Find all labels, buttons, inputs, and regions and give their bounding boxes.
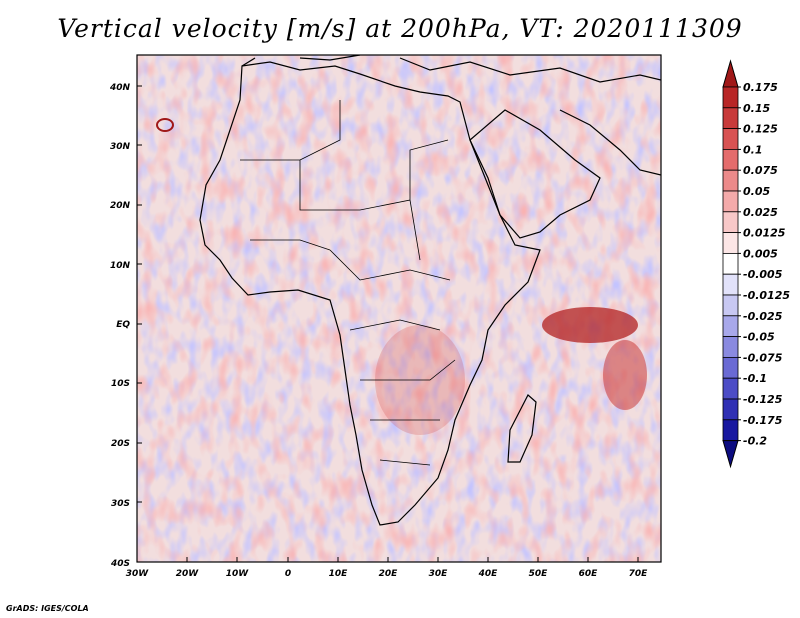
lon-label: 50E [529,569,549,579]
lon-label: 10W [226,569,250,579]
lon-label: 40E [478,569,499,579]
lon-label: 60E [579,569,599,579]
lon-label: 20W [176,569,200,579]
updraft-arc [603,340,647,410]
colorbar-label: -0.2 [743,435,767,448]
updraft-cluster [542,307,638,343]
colorbar-label: 0.005 [743,247,778,260]
colorbar-label: -0.1 [743,372,767,385]
colorbar-label: -0.05 [743,331,775,344]
colorbar-label: 0.175 [743,81,778,94]
lat-label: 10N [110,261,131,271]
lon-label: 10E [329,569,349,579]
colorbar-label: -0.175 [743,414,783,427]
lon-label: 30W [126,569,150,579]
colorbar-label: 0.05 [743,185,770,198]
map-frame [136,54,662,563]
lon-axis: 30W 20W 10W 0 10E 20E 30E 40E 50E 60E 70… [126,557,648,579]
lat-label: 10S [111,379,130,389]
colorbar-label: -0.075 [743,351,783,364]
colorbar-label: 0.025 [743,206,778,219]
colorbar-label: -0.005 [743,268,783,281]
lat-label: 20S [111,439,130,449]
colorbar-swatch [722,377,739,400]
lat-label: EQ [116,320,130,330]
colorbar-swatch [722,86,739,109]
colorbar-label: 0.1 [743,143,763,156]
colorbar-swatch [722,356,739,379]
colorbar-label: 0.0125 [743,227,786,240]
lon-label: 0 [285,569,291,579]
colorbar-swatch [722,148,739,171]
colorbar-label: 0.15 [743,102,770,115]
colorbar-swatch [722,294,739,317]
colorbar-swatch [722,315,739,337]
lat-label: 40N [109,83,131,93]
colorbar-swatch [722,169,739,192]
colorbar-bottom-arrow [722,440,739,469]
colorbar-swatch [722,273,739,296]
colorbar-label: -0.125 [743,393,783,406]
velocity-field [137,55,661,562]
colorbar-label: -0.025 [743,310,783,323]
lon-label: 70E [629,569,649,579]
colorbar-swatch [722,107,739,130]
colorbar-swatch [722,252,739,275]
lat-label: 20N [110,201,131,211]
colorbar-swatch [722,336,739,358]
colorbar-label: 0.125 [743,123,778,136]
lat-label: 30N [110,142,131,152]
map-title: Vertical velocity [m/s] at 200hPa, VT: 2… [57,14,743,43]
colorbar-top-arrow [722,59,739,88]
lat-axis: 40N 30N 20N 10N EQ 10S 20S 30S 40S [109,83,142,569]
lat-label: 30S [111,499,130,509]
lon-label: 30E [429,569,449,579]
colorbar-swatch [722,232,739,254]
colorbar-swatch [722,128,739,150]
footer-credit: GrADS: IGES/COLA [6,604,89,613]
colorbar-swatch [722,419,739,441]
colorbar: 0.175 0.15 0.125 0.1 0.075 0.05 0.025 0.0125 0.0… [722,59,790,469]
colorbar-label: 0.075 [743,164,778,177]
colorbar-swatch [722,398,739,421]
colorbar-swatch [722,211,739,234]
colorbar-swatch [722,190,739,213]
coastlines [199,55,661,526]
lat-label: 40S [110,559,130,569]
lon-label: 20E [379,569,399,579]
colorbar-label: -0.0125 [743,289,790,302]
